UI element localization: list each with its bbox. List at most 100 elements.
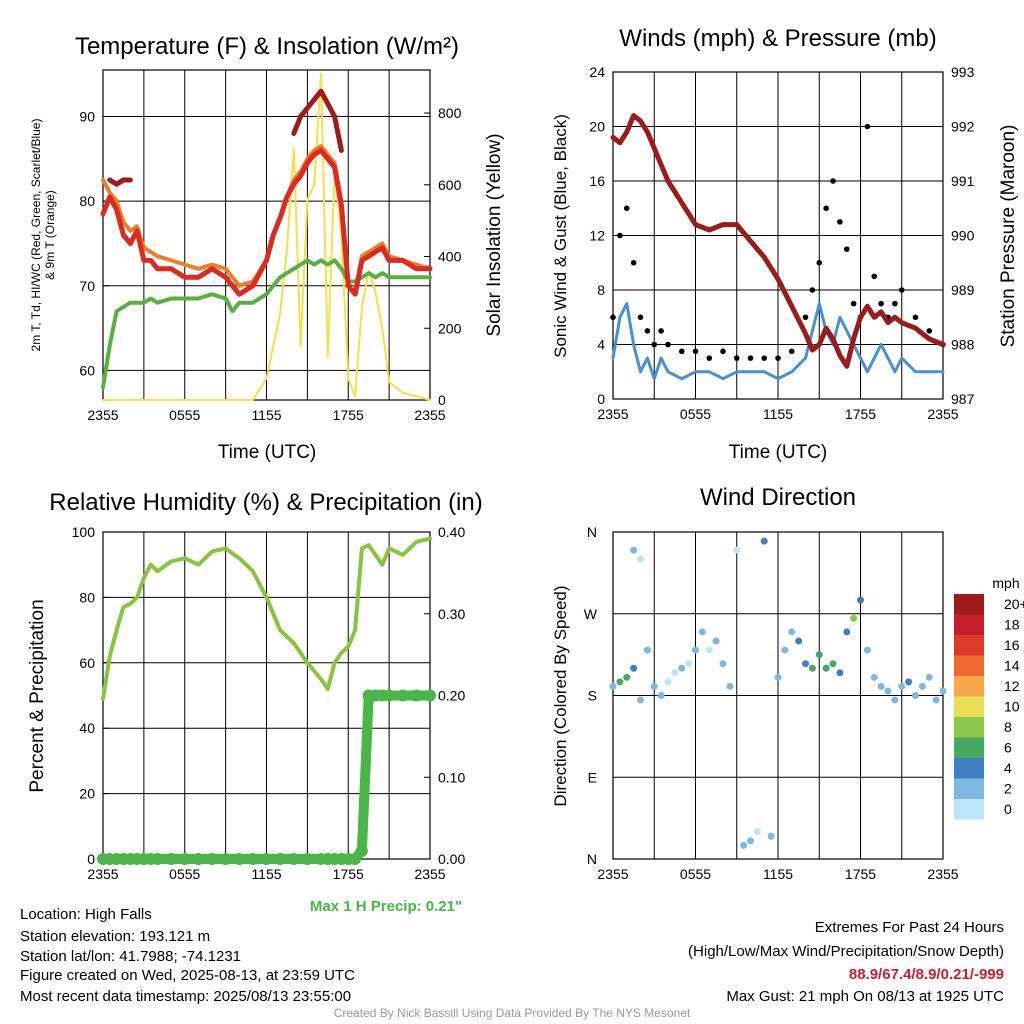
rh-line <box>101 536 432 701</box>
colorbar-label: 4 <box>1004 760 1012 776</box>
precip-annotation: Max 1 H Precip: 0.21" <box>310 898 462 915</box>
direction-point <box>671 669 679 677</box>
precip-point <box>355 844 368 857</box>
direction-point <box>643 646 651 654</box>
gust-point <box>651 341 658 348</box>
latlon-text: Station lat/lon: 41.7988; -74.1231 <box>20 948 242 965</box>
colorbar-label: 18 <box>1004 617 1020 633</box>
gust-point <box>850 300 857 307</box>
x-tick-label: 2355 <box>597 866 628 882</box>
y-axis-label: Sonic Wind & Gust (Blue, Black) <box>551 114 570 358</box>
location-text: Location: High Falls <box>20 906 152 923</box>
gust-point <box>802 314 809 321</box>
precip-point <box>424 689 436 702</box>
colorbar-title: mph <box>992 575 1019 591</box>
y-tick-label: 16 <box>589 173 605 189</box>
x-tick-label: 1755 <box>333 407 364 423</box>
direction-point <box>822 664 830 672</box>
y-tick-label: 80 <box>79 193 95 209</box>
direction-point <box>898 682 906 690</box>
y-tick-label: 40 <box>79 720 95 736</box>
colorbar-swatch <box>954 696 984 717</box>
colorbar-swatch <box>954 614 984 635</box>
y2-axis-label: Station Pressure (Maroon) <box>998 125 1019 348</box>
direction-point <box>857 596 864 604</box>
gust-point <box>878 300 884 307</box>
x-tick-label: 2355 <box>927 406 958 422</box>
recent-data-text: Most recent data timestamp: 2025/08/13 2… <box>20 988 352 1005</box>
series-td-line <box>101 258 432 390</box>
gust-point <box>630 259 637 266</box>
colorbar-swatch <box>954 758 984 779</box>
precip-point <box>233 853 246 865</box>
precip-point <box>219 853 232 865</box>
direction-point <box>802 660 809 668</box>
precip-point <box>287 853 300 865</box>
x-tick-label: 0555 <box>680 406 711 422</box>
direction-point <box>905 678 913 686</box>
insolation-line <box>102 72 431 401</box>
series-hi-wc-line <box>107 88 344 187</box>
direction-point <box>698 628 706 636</box>
direction-point <box>850 614 858 622</box>
gust-point <box>623 205 630 212</box>
y-tick-label: 80 <box>79 589 95 605</box>
gust-point <box>658 328 664 334</box>
y2-tick-label: 0.10 <box>438 769 465 785</box>
y-axis-label: Percent & Precipitation <box>27 599 48 792</box>
y-tick-label: 0 <box>87 851 95 867</box>
precip-point <box>246 853 259 865</box>
y2-tick-label: 989 <box>951 282 975 298</box>
colorbar-label: 20+ <box>1004 596 1024 612</box>
x-tick-label: 2355 <box>414 407 445 423</box>
y-tick-label: N <box>587 851 597 867</box>
colorbar-label: 2 <box>1004 781 1012 797</box>
extremes-values: 88.9/67.4/8.9/0.21/-999 <box>848 966 1004 983</box>
gust-point <box>843 246 850 252</box>
plot-frame <box>102 69 431 401</box>
gust-point <box>892 300 898 307</box>
x-tick-label: 2355 <box>597 406 628 422</box>
gust-point <box>871 273 878 280</box>
gust-point <box>692 348 699 355</box>
extremes-subtitle: (High/Low/Max Wind/Precipitation/Snow De… <box>688 943 1004 960</box>
direction-point <box>747 837 754 845</box>
direction-point <box>829 660 837 668</box>
y-tick-label: 70 <box>79 278 95 294</box>
colorbar-swatch <box>954 737 984 758</box>
precip-point <box>206 853 218 865</box>
y-tick-label: 4 <box>597 337 605 353</box>
gust-point <box>912 314 919 321</box>
y-tick-label: 90 <box>79 109 95 125</box>
y-tick-label: 24 <box>589 64 605 80</box>
gust-point <box>837 219 843 225</box>
chart-title: Temperature (F) & Insolation (W/m²) <box>75 33 459 60</box>
y-tick-label: E <box>588 769 597 785</box>
direction-point <box>939 687 947 695</box>
y2-tick-label: 993 <box>951 64 975 80</box>
direction-point <box>808 664 816 672</box>
colorbar-swatch <box>954 778 984 799</box>
precip-point <box>396 689 409 702</box>
y2-tick-label: 987 <box>951 391 975 407</box>
x-tick-label: 1755 <box>845 406 876 422</box>
direction-point <box>925 673 933 681</box>
direction-point <box>781 646 789 654</box>
y2-tick-label: 0.00 <box>438 851 465 867</box>
gust-point <box>898 287 905 293</box>
direction-point <box>795 637 803 645</box>
precip-point <box>260 853 273 865</box>
direction-point <box>630 664 638 672</box>
y-axis-label: 2m T, Td, HI/WC (Red, Green, Scarlet/Blu… <box>29 119 43 352</box>
direction-point <box>705 646 713 654</box>
gust-point <box>610 314 616 321</box>
precip-point <box>349 853 362 865</box>
gust-point <box>720 348 726 355</box>
direction-point <box>685 660 693 668</box>
colorbar-swatch <box>954 676 984 697</box>
x-tick-label: 0555 <box>680 866 711 882</box>
gust-point <box>823 205 829 212</box>
direction-point <box>891 696 899 704</box>
x-tick-label: 2355 <box>414 866 445 882</box>
